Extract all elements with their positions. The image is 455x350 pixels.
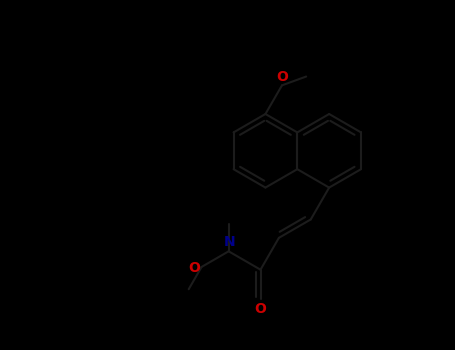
Text: O: O <box>277 70 288 84</box>
Text: O: O <box>189 261 201 275</box>
Text: O: O <box>254 302 267 316</box>
Text: N: N <box>224 235 235 249</box>
